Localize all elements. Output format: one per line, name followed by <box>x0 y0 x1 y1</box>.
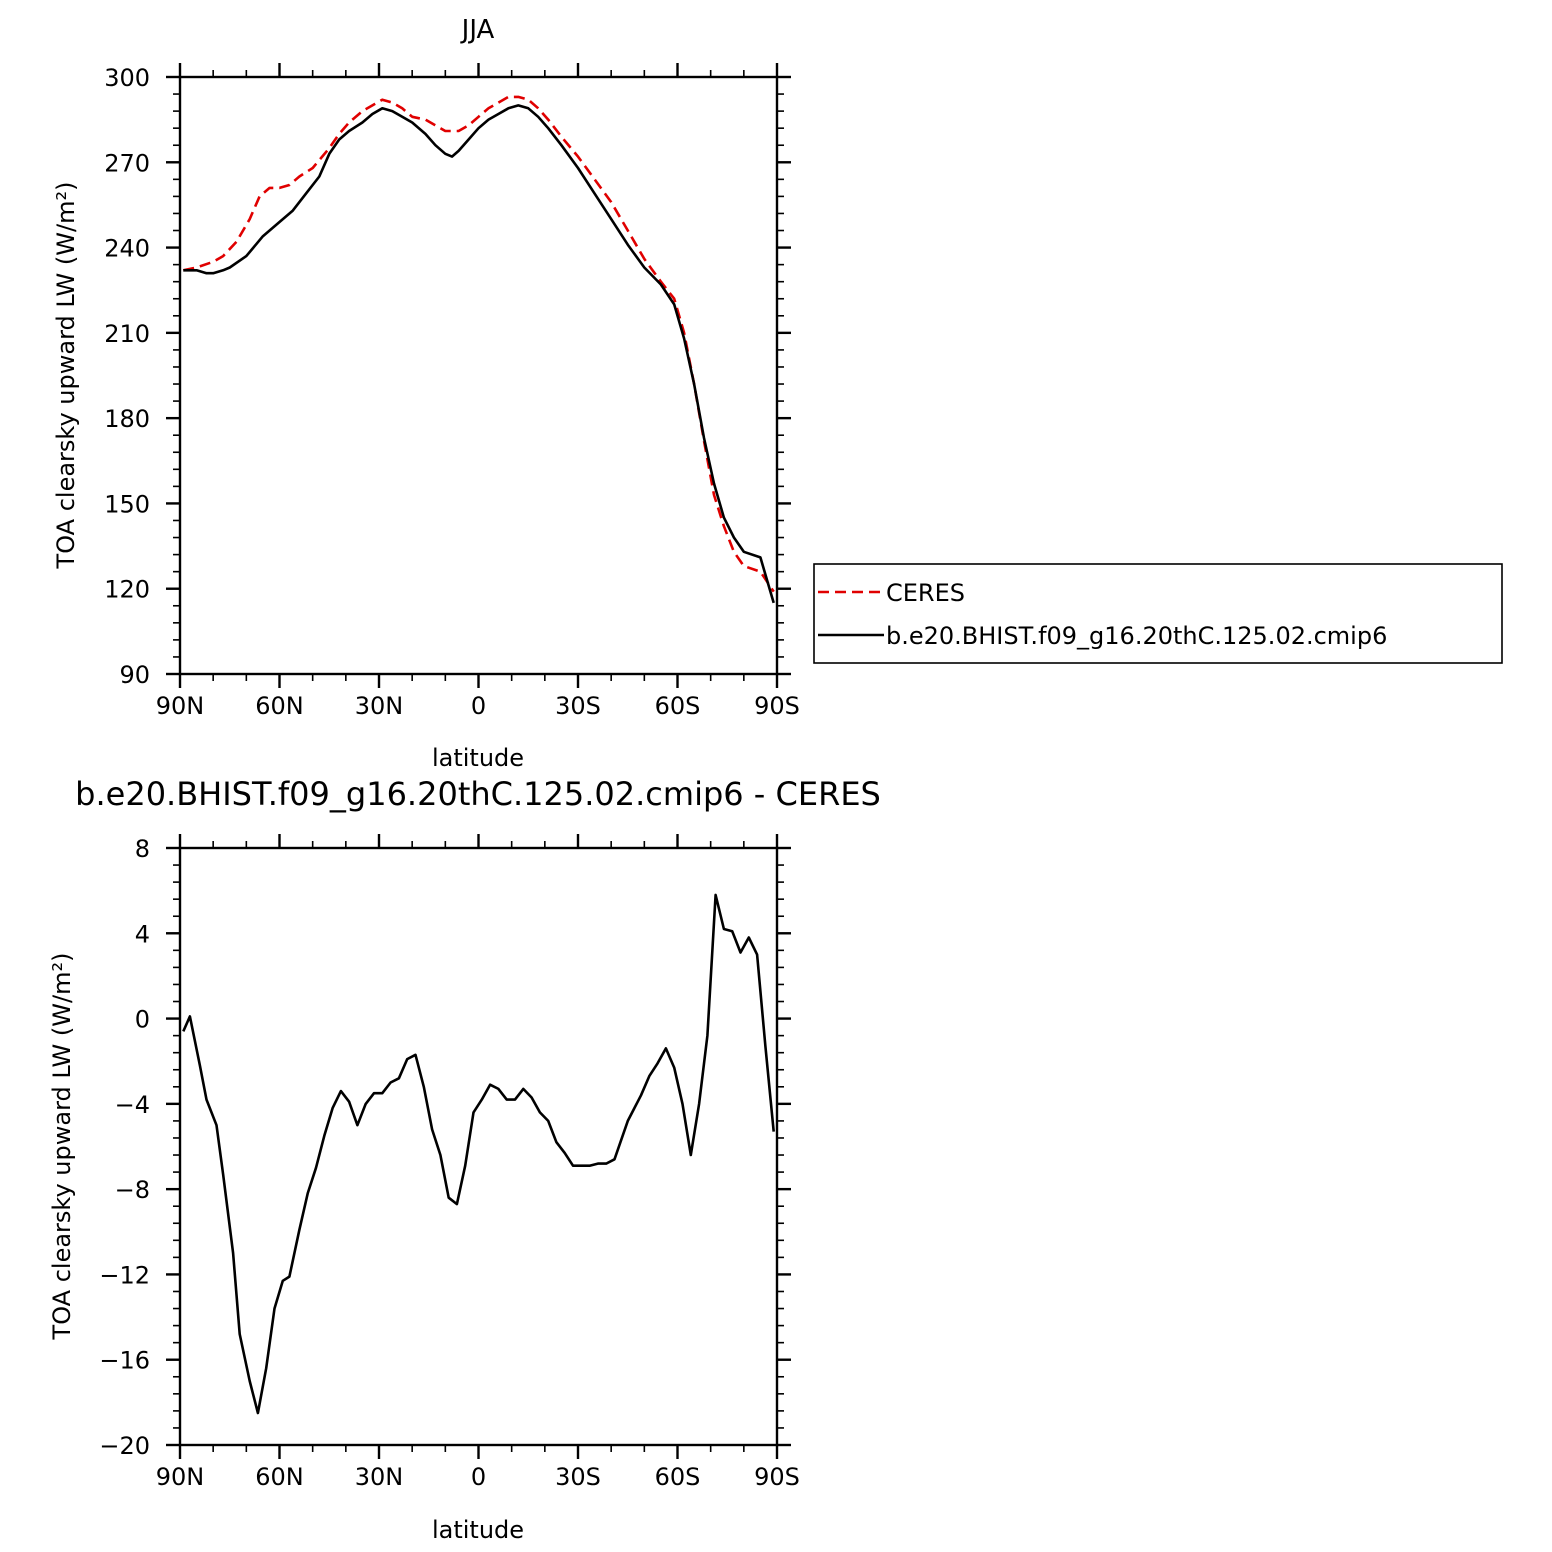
x-tick-label: 60N <box>255 1463 304 1491</box>
y-tick-label: 210 <box>104 320 150 348</box>
bottom-axis-ticks <box>166 834 791 1459</box>
bottom-panel: b.e20.BHIST.f09_g16.20thC.125.02.cmip6 -… <box>48 775 881 1544</box>
y-tick-label: 300 <box>104 64 150 92</box>
y-tick-label: −4 <box>115 1091 150 1119</box>
bottom-series-layer <box>182 893 775 1415</box>
top-series-layer <box>183 95 775 604</box>
legend-label-model: b.e20.BHIST.f09_g16.20thC.125.02.cmip6 <box>886 622 1387 650</box>
x-tick-label: 90N <box>156 1463 205 1491</box>
x-tick-label: 90S <box>754 692 800 720</box>
x-tick-label: 0 <box>471 1463 486 1491</box>
top-panel: JJA 90N 60N 30N 0 30S 60S 90S 90 120 150 180 210 240… <box>52 15 1503 772</box>
y-tick-label: 8 <box>135 835 150 863</box>
x-tick-label: 90S <box>754 1463 800 1491</box>
x-tick-label: 30S <box>555 692 601 720</box>
top-x-axis-label: latitude <box>432 744 524 772</box>
top-legend: CERES b.e20.BHIST.f09_g16.20thC.125.02.c… <box>813 563 1503 664</box>
bottom-tick-labels: 90N 60N 30N 0 30S 60S 90S −20 −16 −12 −8 −4 0 4 8 <box>99 835 800 1491</box>
x-tick-label: 30N <box>355 692 404 720</box>
bottom-y-axis-label: TOA clearsky upward LW (W/m²) <box>48 953 76 1341</box>
legend-box <box>813 563 1503 664</box>
top-axis-ticks <box>166 63 791 688</box>
bottom-x-axis-label: latitude <box>432 1516 524 1544</box>
y-tick-label: −12 <box>99 1261 150 1289</box>
bottom-plot-frame <box>178 846 779 1447</box>
y-tick-label: 240 <box>104 235 150 263</box>
y-tick-label: −16 <box>99 1347 150 1375</box>
y-tick-label: 4 <box>135 920 150 948</box>
series-line-ceres <box>183 95 775 593</box>
y-tick-label: −20 <box>99 1432 150 1460</box>
top-tick-labels: 90N 60N 30N 0 30S 60S 90S 90 120 150 180 210 240 270 3… <box>104 64 800 720</box>
series-line-difference <box>182 893 775 1415</box>
series-line-b-e20-bhist-f09-g16-20thc-125-02-cmip6 <box>183 104 775 604</box>
y-tick-label: 120 <box>104 576 150 604</box>
x-tick-label: 30S <box>555 1463 601 1491</box>
y-tick-label: 90 <box>119 661 150 689</box>
bottom-title: b.e20.BHIST.f09_g16.20thC.125.02.cmip6 -… <box>75 775 881 813</box>
x-tick-label: 60S <box>655 1463 701 1491</box>
x-tick-label: 30N <box>355 1463 404 1491</box>
top-title: JJA <box>460 15 495 45</box>
y-tick-label: 270 <box>104 149 150 177</box>
top-y-axis-label: TOA clearsky upward LW (W/m²) <box>52 182 80 570</box>
x-tick-label: 90N <box>156 692 205 720</box>
x-tick-label: 60S <box>655 692 701 720</box>
top-plot-frame <box>178 75 779 676</box>
x-tick-label: 60N <box>255 692 304 720</box>
y-tick-label: 180 <box>104 405 150 433</box>
y-tick-label: −8 <box>115 1176 150 1204</box>
legend-label-ceres: CERES <box>886 579 965 607</box>
y-tick-label: 150 <box>104 490 150 518</box>
x-tick-label: 0 <box>471 692 486 720</box>
y-tick-label: 0 <box>135 1006 150 1034</box>
